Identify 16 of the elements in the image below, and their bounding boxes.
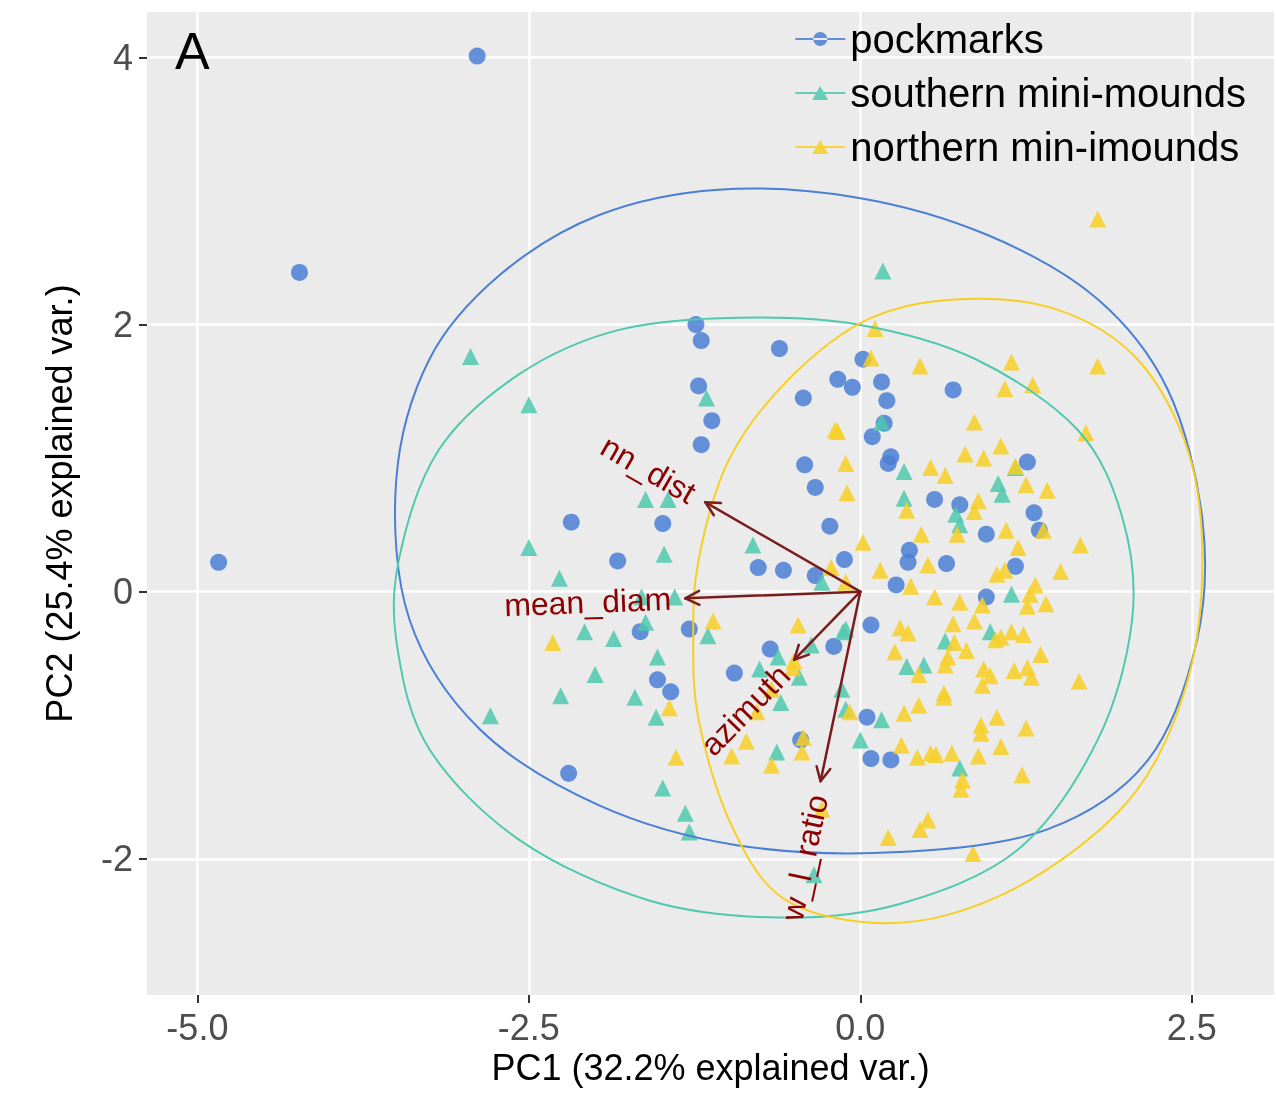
x-tick-label: 2.5 — [1166, 1006, 1217, 1048]
x-axis-title: PC1 (32.2% explained var.) — [491, 1047, 930, 1089]
legend-label: southern mini-mounds — [850, 71, 1247, 115]
x-tick-label: 0.0 — [835, 1006, 886, 1048]
legend-label: northern min-imounds — [850, 125, 1240, 169]
y-tick-label: 4 — [112, 36, 133, 78]
y-tick-label: -2 — [100, 838, 133, 880]
y-tick-label: 0 — [112, 571, 133, 613]
annotation: mean_diam — [503, 580, 672, 624]
x-tick-label: -5.0 — [166, 1006, 229, 1048]
annotation: w_l_ratio — [773, 791, 836, 926]
legend-label: pockmarks — [850, 17, 1044, 61]
x-tick-label: -2.5 — [497, 1006, 560, 1048]
y-tick-label: 2 — [112, 304, 133, 346]
chart-title: A — [175, 22, 210, 80]
y-axis-title: PC2 (25.4% explained var.) — [38, 284, 80, 723]
